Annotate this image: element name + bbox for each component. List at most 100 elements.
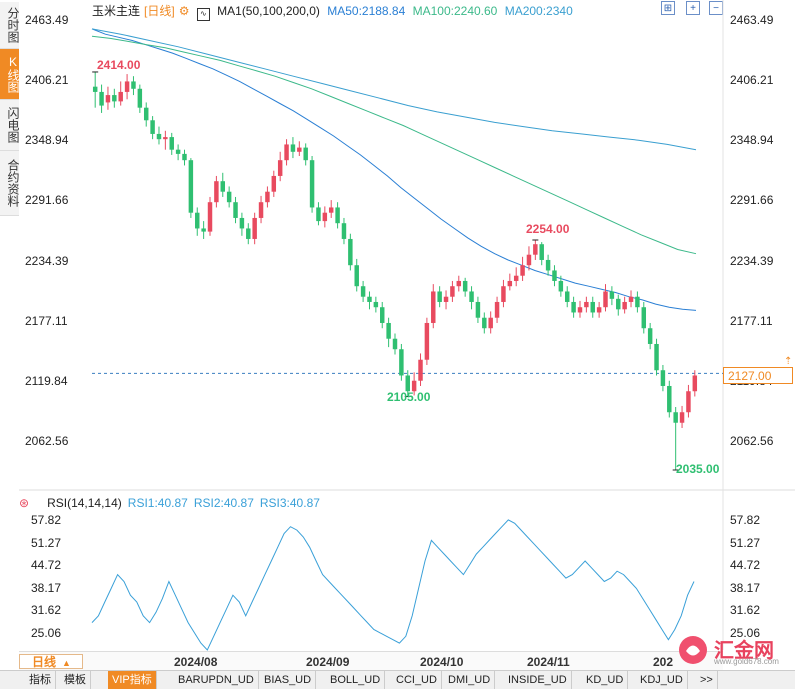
zoom-fit-icon[interactable]: ⊞ — [661, 1, 675, 15]
price-tick-label: 2291.66 — [730, 193, 774, 208]
candle-body — [539, 244, 544, 260]
candle-body — [616, 298, 621, 310]
sidebar-tab-timeshare[interactable]: 分时图 — [0, 2, 20, 49]
candle-body — [112, 95, 117, 102]
candle-body — [341, 223, 347, 239]
candle-body — [456, 280, 462, 287]
candle-body — [635, 296, 640, 308]
rsi-tick-label: 38.17 — [730, 580, 761, 595]
candle-body — [246, 228, 251, 239]
price-tick-label: 2234.39 — [25, 253, 69, 268]
date-tick: 2024/10 — [420, 655, 464, 669]
candle-body — [443, 296, 449, 302]
ma100-line — [91, 35, 697, 255]
candle-body — [469, 291, 474, 302]
price-tick-label: 2177.11 — [730, 313, 773, 328]
candle-body — [686, 391, 691, 413]
candle-body — [137, 88, 143, 108]
candle-body — [596, 307, 602, 313]
date-tick: 202 — [653, 655, 674, 669]
candle-body — [437, 291, 442, 302]
candle-body — [475, 301, 481, 318]
indicator-tab[interactable]: BARUPDN_UD — [174, 671, 259, 689]
ma100-value: MA100:2240.60 — [412, 4, 498, 18]
candle-body — [309, 160, 315, 208]
ma-params: MA1(50,100,200,0) — [217, 4, 320, 18]
candle-body — [239, 217, 245, 229]
candle-body — [660, 370, 666, 386]
candle-body — [392, 338, 398, 350]
indicator-tab[interactable]: KD_UD — [582, 671, 629, 689]
candle-body — [399, 349, 404, 376]
candle-body — [526, 254, 532, 266]
sidebar-tab-contract[interactable]: 合约资料 — [0, 151, 20, 216]
indicator-tab[interactable]: 模板 — [60, 671, 91, 689]
candle-body — [143, 107, 149, 121]
candle-body — [603, 291, 608, 308]
sidebar-tab-kline[interactable]: K线图 — [0, 49, 20, 100]
sidebar-tab-flash[interactable]: 闪电图 — [0, 100, 20, 151]
indicator-tab[interactable]: BOLL_UD — [326, 671, 386, 689]
rsi-tick-label: 31.62 — [31, 603, 62, 618]
candle-body — [641, 307, 647, 329]
candle-body — [182, 153, 187, 161]
ma50-value: MA50:2188.84 — [327, 4, 406, 18]
indicator-tab[interactable]: 指标 — [25, 671, 56, 689]
candle-body — [290, 144, 296, 152]
zoom-in-icon[interactable]: + — [686, 1, 700, 15]
candle-body — [552, 270, 557, 281]
nov-peak-annotation: 2254.00 — [526, 222, 570, 236]
candle-body — [494, 301, 500, 318]
indicator-tab[interactable]: VIP指标 — [108, 671, 157, 689]
candle-body — [105, 95, 111, 103]
candle-body — [220, 181, 226, 192]
indicator-tab[interactable]: INSIDE_UD — [504, 671, 572, 689]
indicator-tab[interactable]: >> — [696, 671, 718, 689]
chart-type-icon[interactable]: ∿ — [196, 8, 210, 21]
candle-body — [545, 259, 551, 271]
settings-icon[interactable]: ⚙ — [178, 4, 190, 18]
price-tick-label: 2348.94 — [25, 133, 69, 148]
candle-body — [201, 228, 206, 232]
brand-url: www.gold678.com — [714, 657, 779, 666]
ma200-line — [91, 28, 697, 151]
rsi-tick-label: 51.27 — [31, 535, 62, 550]
rsi-tick-label: 31.62 — [730, 603, 761, 618]
high-annotation: 2414.00 — [97, 58, 141, 72]
rsi-tick-label: 25.06 — [730, 625, 761, 640]
candle-body — [195, 212, 200, 229]
candle-body — [647, 328, 653, 344]
candle-body — [328, 207, 334, 213]
candle-body — [577, 307, 583, 313]
candle-body — [590, 301, 595, 313]
candle-body — [609, 291, 615, 299]
indicator-tab-bar: 指标 模板 VIP指标 BARUPDN_UD BIAS_UD BOLL_UD CCI_UD D… — [0, 670, 795, 689]
candle-body — [488, 317, 493, 329]
candle-body — [277, 160, 283, 176]
date-axis: 2024/08 2024/09 2024/10 2024/11 202 — [19, 651, 723, 671]
candle-body — [354, 265, 359, 287]
indicator-tab[interactable]: KDJ_UD — [636, 671, 688, 689]
candle-body — [335, 207, 340, 224]
rsi-line — [91, 519, 695, 651]
period-selector-label: 日线 — [32, 655, 57, 669]
brand-logo: 汇金网 www.gold678.com — [676, 632, 788, 668]
period-selector[interactable]: 日线 ▲ — [19, 654, 83, 669]
indicator-tab[interactable]: BIAS_UD — [260, 671, 317, 689]
candle-body — [169, 137, 174, 150]
candle-body — [99, 91, 104, 106]
candle-body — [360, 286, 366, 297]
dec-low-annotation: 2035.00 — [676, 462, 720, 476]
rsi-toggle-icon[interactable]: ⊛ — [19, 496, 30, 510]
price-tick-label: 2348.94 — [730, 133, 774, 148]
candle-body — [303, 147, 308, 161]
price-arrow-icon: ⇡ — [784, 356, 793, 367]
rsi-tick-label: 38.17 — [31, 580, 62, 595]
period-label[interactable]: [日线] — [144, 4, 175, 18]
indicator-tab[interactable]: CCI_UD — [392, 671, 442, 689]
candle-body — [322, 212, 328, 222]
indicator-tab[interactable]: DMI_UD — [444, 671, 496, 689]
candle-body — [150, 120, 155, 134]
price-tick-label: 2463.49 — [25, 13, 69, 27]
